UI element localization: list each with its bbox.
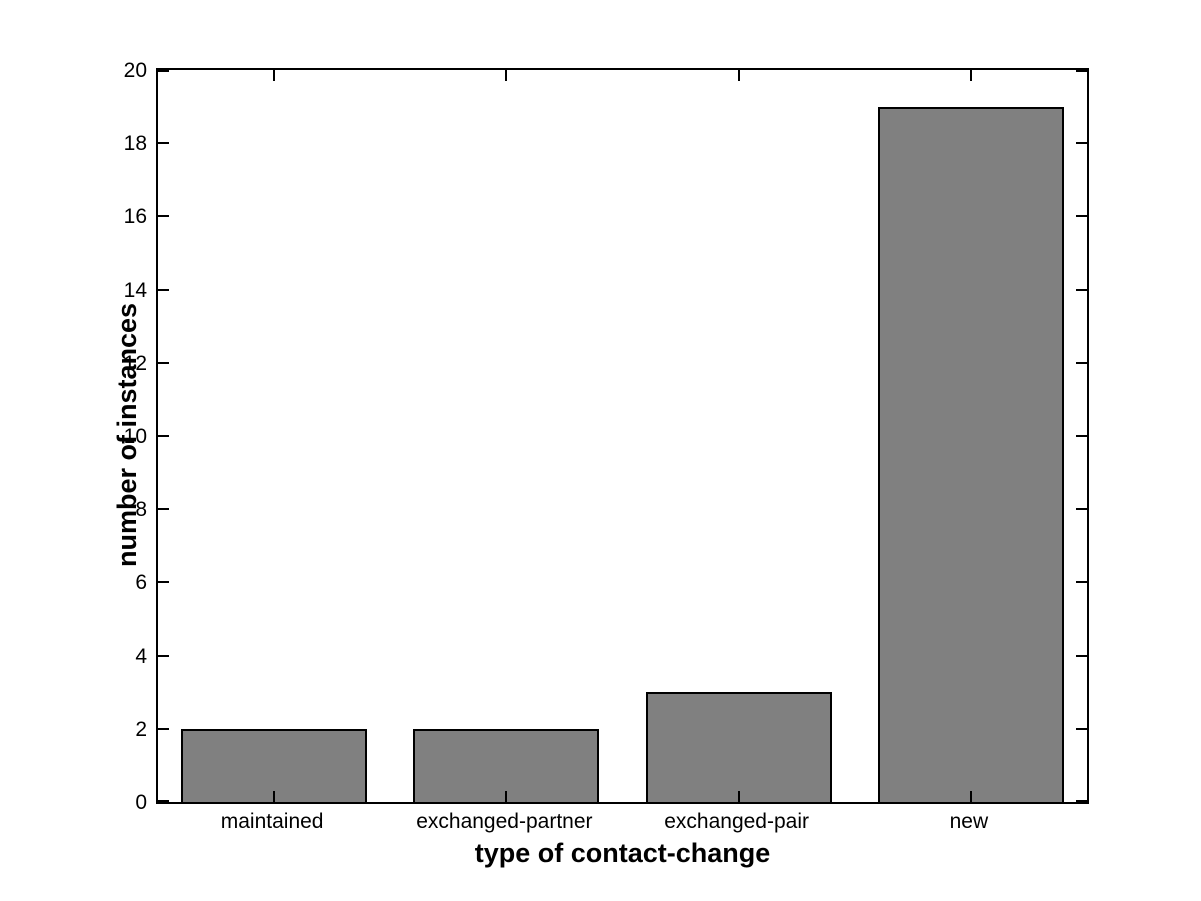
y-tick-left	[158, 70, 169, 72]
y-tick-right	[1076, 361, 1087, 364]
x-tick-label-exchanged-partner: exchanged-partner	[416, 810, 593, 833]
y-tick-left	[158, 654, 169, 657]
y-tick-left	[158, 361, 169, 364]
y-tick-right	[1076, 727, 1087, 730]
x-tick-top	[273, 70, 276, 81]
y-tick-right	[1076, 70, 1087, 72]
y-axis-label: number of instances	[112, 302, 142, 567]
x-tick-bottom	[737, 791, 740, 802]
x-tick-top	[737, 70, 740, 81]
bar-maintained	[181, 728, 368, 802]
y-tick-label: 18	[123, 132, 147, 156]
y-tick-label: 8	[135, 498, 147, 522]
y-tick-left	[158, 508, 169, 511]
y-tick-right	[1076, 654, 1087, 657]
y-tick-left	[158, 288, 169, 291]
y-tick-label: 4	[135, 644, 147, 668]
y-tick-label: 12	[123, 351, 147, 375]
y-tick-label: 10	[123, 425, 147, 448]
x-axis-label: type of contact-change	[474, 838, 771, 868]
y-tick-label: 14	[123, 278, 147, 302]
y-tick-right	[1076, 435, 1087, 437]
y-tick-label: 0	[135, 791, 147, 814]
bar-new	[877, 106, 1064, 802]
y-tick-left	[158, 142, 169, 145]
y-tick-right	[1076, 508, 1087, 511]
x-tick-label-new: new	[949, 810, 989, 833]
bar-exchanged-pair	[645, 692, 832, 802]
x-tick-bottom	[969, 791, 972, 802]
y-tick-label: 2	[135, 717, 147, 741]
x-tick-bottom	[505, 791, 508, 802]
y-tick-label: 6	[135, 571, 147, 595]
y-tick-label: 16	[123, 205, 147, 229]
y-tick-left	[158, 435, 169, 437]
y-tick-left	[158, 800, 169, 802]
plot-area	[156, 68, 1089, 804]
y-tick-right	[1076, 288, 1087, 291]
bar-exchanged-partner	[413, 728, 600, 802]
y-tick-right	[1076, 215, 1087, 218]
x-tick-top	[969, 70, 972, 81]
y-tick-right	[1076, 142, 1087, 145]
y-tick-left	[158, 581, 169, 584]
y-tick-right	[1076, 581, 1087, 584]
x-tick-top	[505, 70, 508, 81]
y-tick-right	[1076, 800, 1087, 802]
y-tick-label: 20	[123, 59, 147, 82]
y-tick-left	[158, 215, 169, 218]
x-tick-bottom	[273, 791, 276, 802]
x-tick-label-exchanged-pair: exchanged-pair	[664, 810, 809, 833]
x-tick-label-maintained: maintained	[220, 810, 324, 833]
y-tick-left	[158, 727, 169, 730]
